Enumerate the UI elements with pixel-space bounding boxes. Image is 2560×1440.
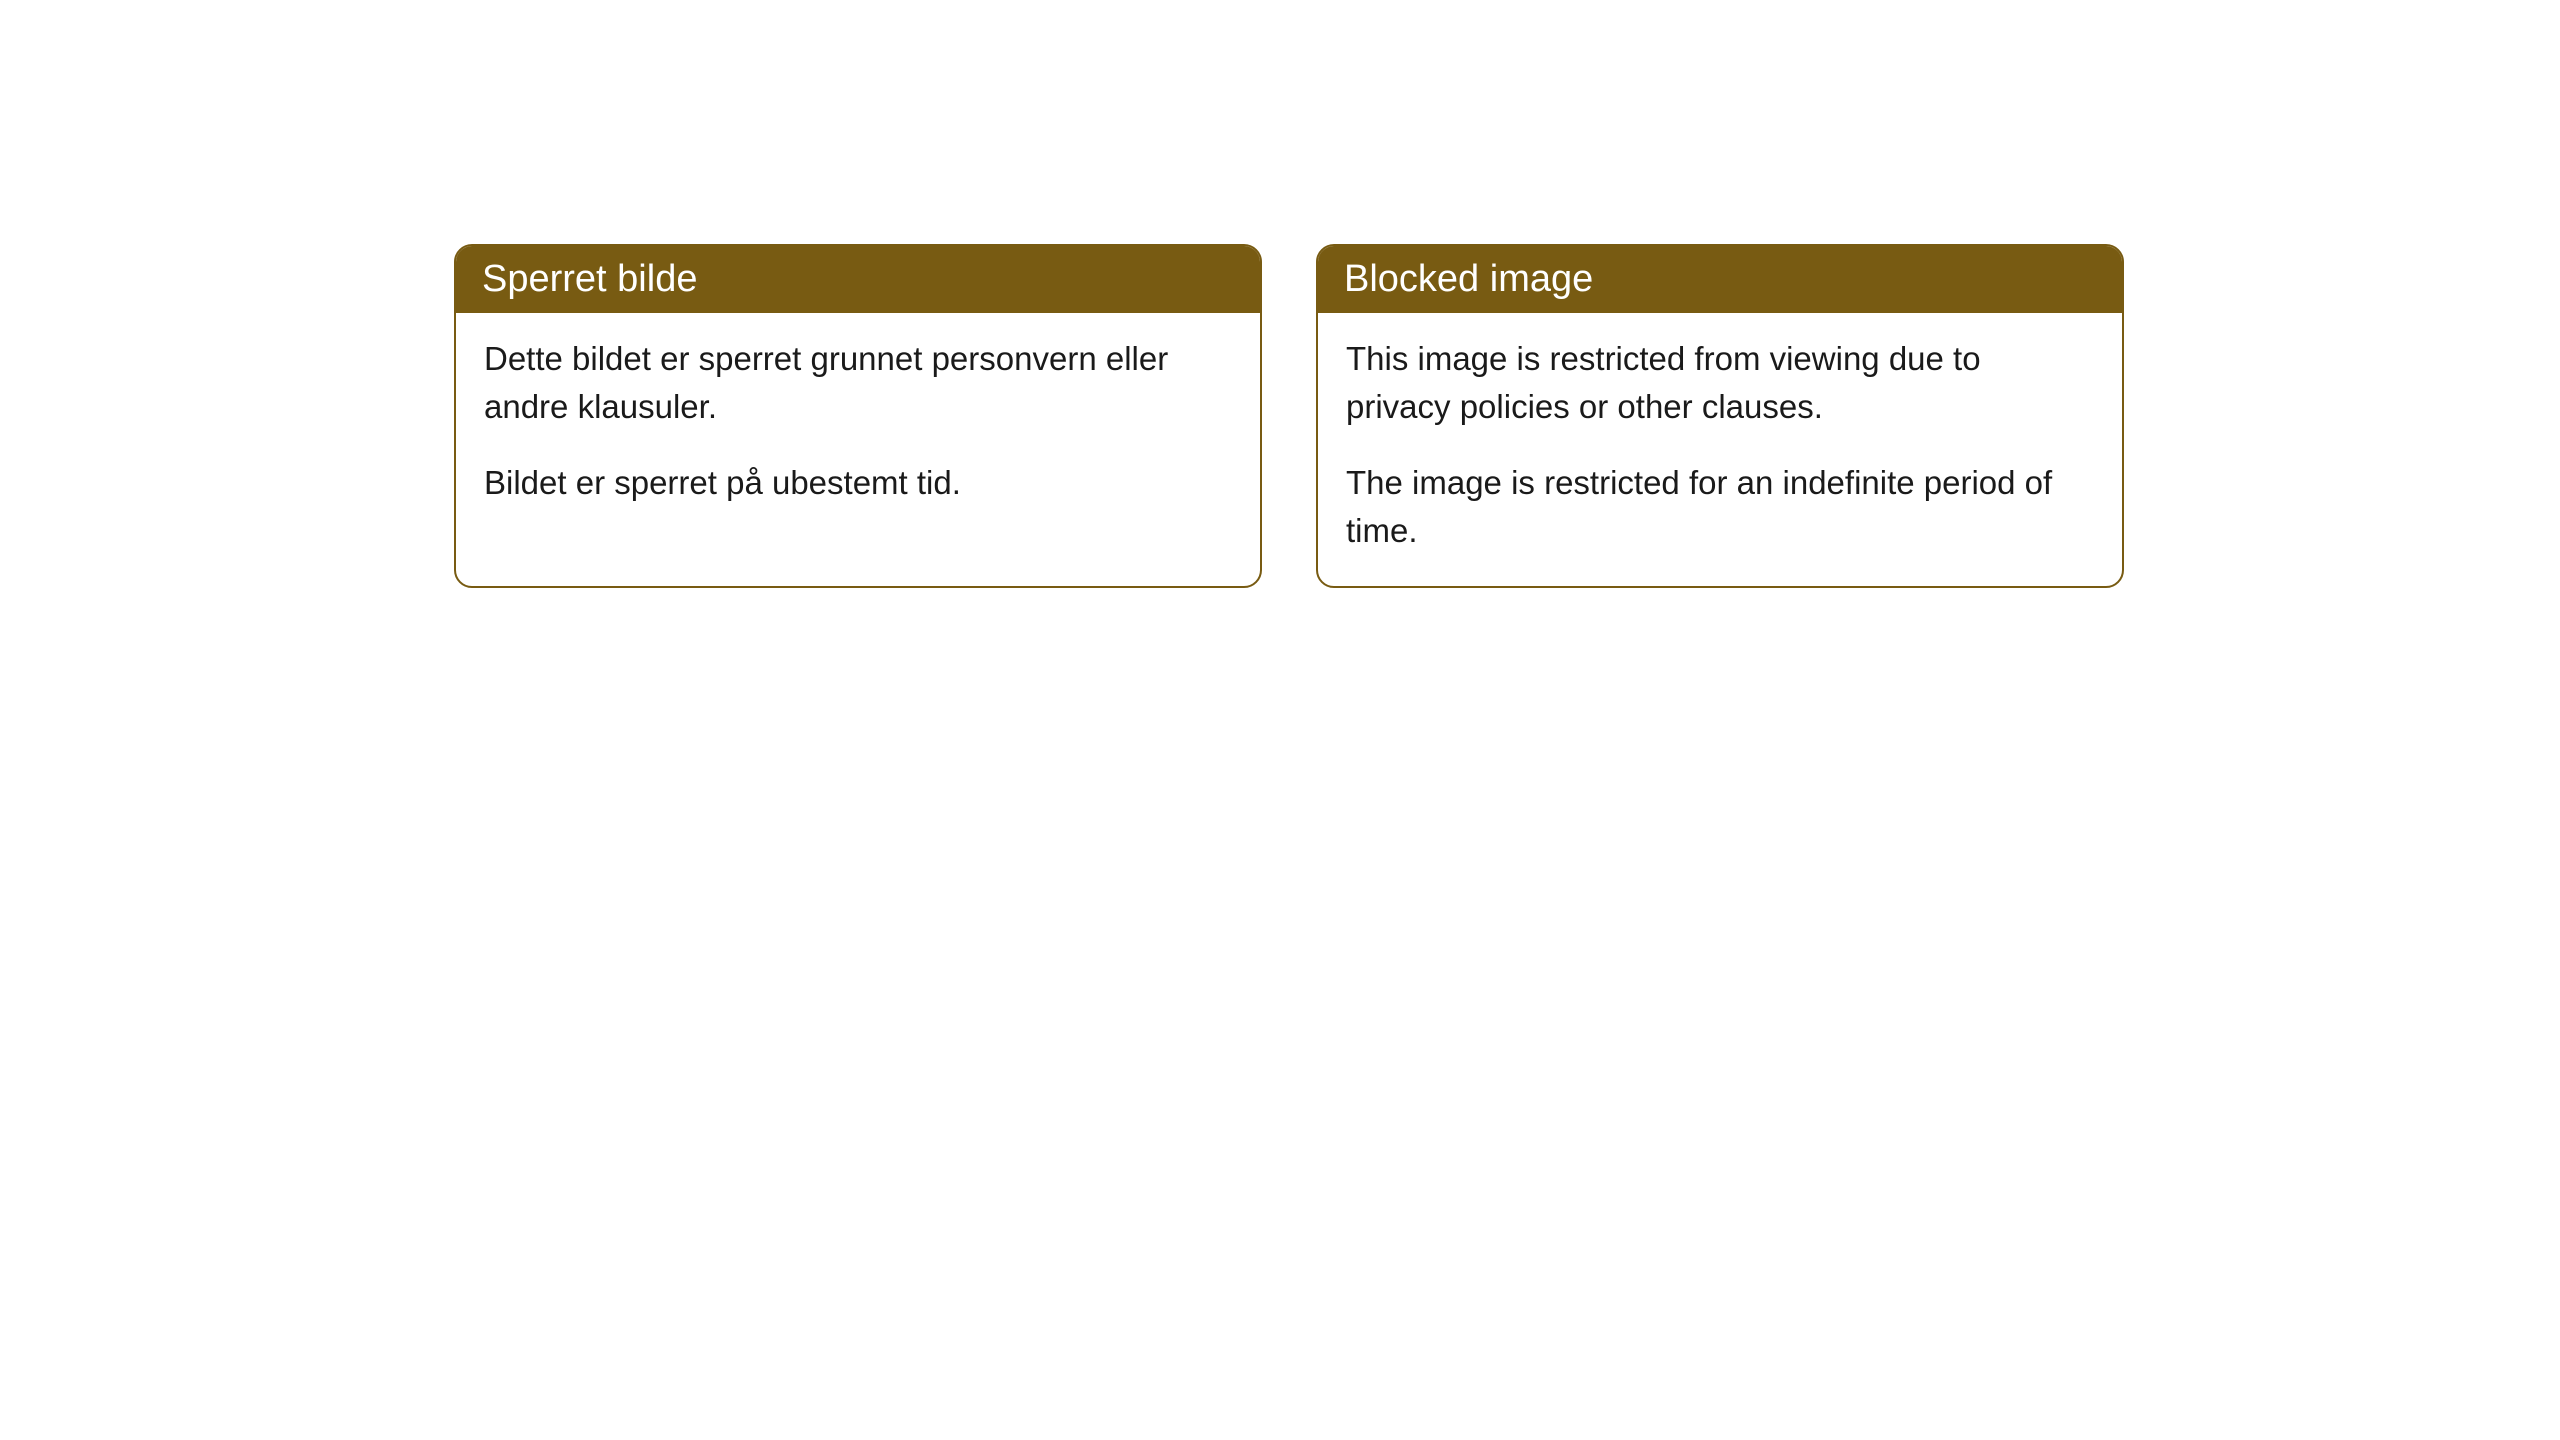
- card-paragraph: This image is restricted from viewing du…: [1346, 335, 2094, 431]
- notice-cards-container: Sperret bilde Dette bildet er sperret gr…: [454, 244, 2124, 588]
- notice-card-english: Blocked image This image is restricted f…: [1316, 244, 2124, 588]
- card-header: Sperret bilde: [456, 246, 1260, 313]
- card-title: Sperret bilde: [482, 258, 697, 300]
- notice-card-norwegian: Sperret bilde Dette bildet er sperret gr…: [454, 244, 1262, 588]
- card-paragraph: Bildet er sperret på ubestemt tid.: [484, 459, 1232, 507]
- card-title: Blocked image: [1344, 258, 1593, 300]
- card-paragraph: The image is restricted for an indefinit…: [1346, 459, 2094, 555]
- card-body: This image is restricted from viewing du…: [1318, 313, 2122, 586]
- card-paragraph: Dette bildet er sperret grunnet personve…: [484, 335, 1232, 431]
- card-body: Dette bildet er sperret grunnet personve…: [456, 313, 1260, 539]
- card-header: Blocked image: [1318, 246, 2122, 313]
